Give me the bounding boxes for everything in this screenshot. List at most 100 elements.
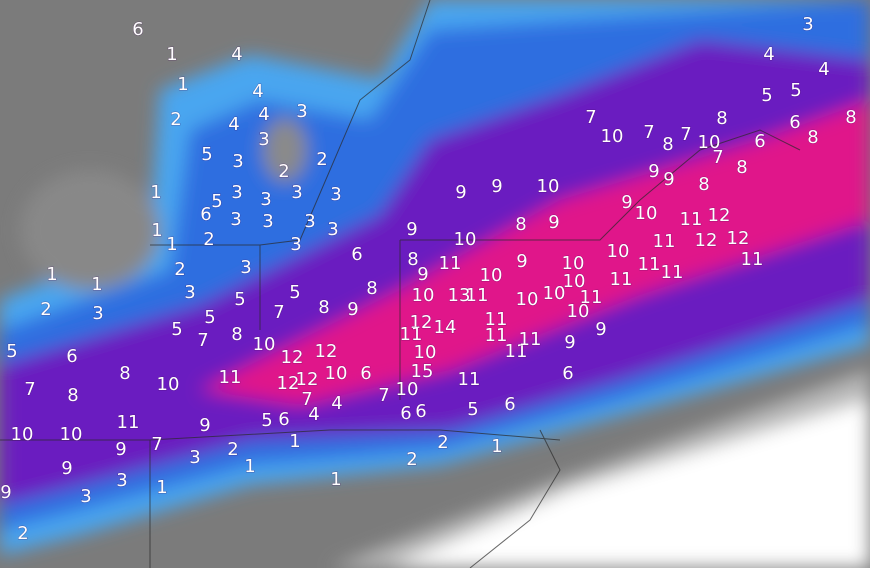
snowfall-amount: 6 [562, 363, 573, 384]
snowfall-amount: 11 [117, 412, 140, 433]
snowfall-amount: 3 [330, 184, 341, 205]
snowfall-amount: 8 [845, 107, 856, 128]
snowfall-amount: 10 [698, 132, 721, 153]
snowfall-amount: 9 [61, 458, 72, 479]
border-line [0, 429, 561, 441]
snowfall-amount: 9 [491, 176, 502, 197]
snowfall-amount: 2 [316, 149, 327, 170]
snowfall-amount: 10 [157, 374, 180, 395]
snowfall-amount: 6 [132, 19, 143, 40]
snowfall-amount: 10 [562, 253, 585, 274]
snowfall-amount: 1 [91, 274, 102, 295]
snowfall-amount: 3 [258, 129, 269, 150]
snowfall-amount: 12 [315, 341, 338, 362]
coastline [469, 429, 561, 568]
snowfall-amount: 8 [736, 157, 747, 178]
snowfall-amount: 5 [6, 341, 17, 362]
snowfall-amount: 11 [680, 209, 703, 230]
snowfall-amount: 3 [802, 14, 813, 35]
snowfall-amount: 11 [485, 309, 508, 330]
snowfall-amount: 10 [11, 424, 34, 445]
snowfall-amount: 10 [543, 283, 566, 304]
snowfall-amount: 8 [407, 249, 418, 270]
snowfall-amount: 7 [712, 147, 723, 168]
snowfall-amount: 11 [519, 329, 542, 350]
lake-michigan-gray [263, 118, 307, 182]
snowfall-amount: 1 [491, 436, 502, 457]
snowfall-amount: 3 [232, 151, 243, 172]
snowfall-amount: 12 [281, 347, 304, 368]
snowfall-amount: 9 [516, 251, 527, 272]
snowfall-amount: 10 [516, 289, 539, 310]
snowfall-amount: 8 [67, 385, 78, 406]
snowfall-amount: 12 [277, 373, 300, 394]
snowfall-amount: 11 [580, 287, 603, 308]
no-snow-area [390, 400, 870, 568]
snowfall-amount: 2 [174, 259, 185, 280]
snowfall-amount: 10 [60, 424, 83, 445]
snowfall-amount: 1 [244, 456, 255, 477]
snowfall-amount: 8 [662, 134, 673, 155]
snowfall-amount: 9 [548, 212, 559, 233]
snowfall-amount: 11 [653, 231, 676, 252]
snowfall-amount: 11 [458, 369, 481, 390]
snowfall-amount: 3 [296, 101, 307, 122]
snowfall-amount: 8 [807, 127, 818, 148]
snowfall-amount: 9 [347, 299, 358, 320]
snowfall-amount: 6 [789, 112, 800, 133]
snowfall-labels: 61 41 42 4 4 335 3 221 3 3 3 356 3 3 3 311 2 3 62 31 12 33 5 55… [0, 14, 857, 545]
snowfall-amount: 13 [448, 285, 471, 306]
snowfall-amount: 12 [410, 312, 433, 333]
snowfall-amount: 1 [289, 431, 300, 452]
snowfall-amount: 9 [199, 415, 210, 436]
snowfall-amount: 4 [331, 393, 342, 414]
snowfall-amount: 7 [197, 330, 208, 351]
snowfall-amount: 15 [411, 361, 434, 382]
snowfall-amount: 3 [231, 182, 242, 203]
snowfall-amount: 6 [351, 244, 362, 265]
snowfall-amount: 4 [258, 104, 269, 125]
border-line [400, 129, 801, 241]
snowfall-amount: 1 [156, 477, 167, 498]
snowfall-amount: 11 [741, 249, 764, 270]
snowfall-amount: 2 [278, 161, 289, 182]
snowfall-amount: 1 [177, 74, 188, 95]
snowfall-amount: 10 [601, 126, 624, 147]
snowfall-amount: 1 [150, 182, 161, 203]
snowfall-amount: 1 [166, 44, 177, 65]
snowfall-amount: 10 [412, 285, 435, 306]
boundaries [0, 0, 801, 568]
snowfall-amount: 6 [415, 401, 426, 422]
snowfall-amount: 2 [227, 439, 238, 460]
snowfall-amount: 11 [661, 262, 684, 283]
snowfall-amount: 6 [754, 131, 765, 152]
snowfall-amount: 2 [40, 299, 51, 320]
snowfall-amount: 1 [151, 220, 162, 241]
snowfall-amount: 9 [621, 192, 632, 213]
snowfall-amount: 3 [230, 209, 241, 230]
snowfall-amount: 6 [360, 363, 371, 384]
snowfall-amount: 12 [708, 205, 731, 226]
snowfall-amount: 3 [262, 211, 273, 232]
snowfall-amount: 11 [638, 254, 661, 275]
snowfall-amount: 4 [252, 81, 263, 102]
snowfall-amount: 9 [595, 319, 606, 340]
snowfall-amount: 7 [378, 385, 389, 406]
snowfall-amount: 10 [396, 379, 419, 400]
snowfall-amount: 10 [635, 203, 658, 224]
snowfall-amount: 3 [184, 282, 195, 303]
snowfall-amount: 3 [304, 211, 315, 232]
snowfall-amount: 3 [80, 486, 91, 507]
snowfall-amount: 2 [17, 523, 28, 544]
snowfall-amount: 1 [46, 264, 57, 285]
snowfall-amount: 9 [648, 161, 659, 182]
magenta-core [200, 100, 870, 405]
snowfall-amount: 4 [818, 59, 829, 80]
snowfall-amount: 11 [439, 253, 462, 274]
snowfall-amount: 11 [466, 285, 489, 306]
snowfall-amount: 12 [695, 230, 718, 251]
snowfall-amount: 8 [231, 324, 242, 345]
